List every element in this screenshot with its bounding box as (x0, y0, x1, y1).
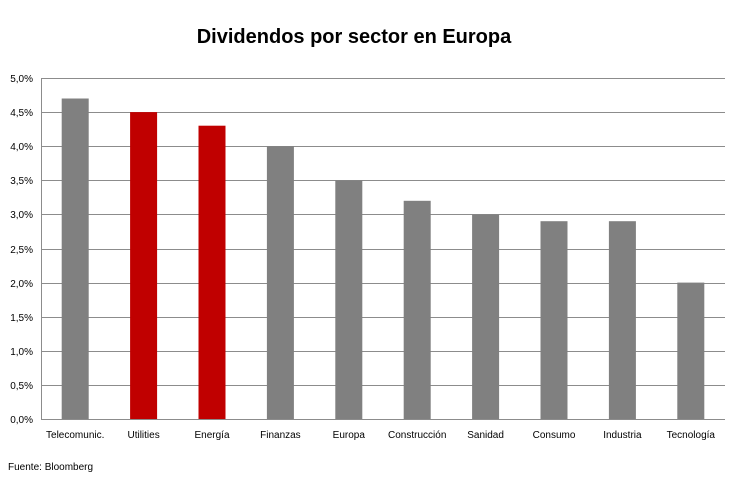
x-tick-label: Utilities (127, 430, 159, 441)
y-tick-label: 0,0% (10, 415, 33, 426)
x-tick-label: Sanidad (467, 430, 504, 441)
y-tick-label: 1,5% (10, 313, 33, 324)
bar (540, 221, 568, 419)
y-tick-label: 3,0% (10, 210, 33, 221)
chart-title: Dividendos por sector en Europa (196, 26, 512, 48)
y-tick-label: 1,0% (10, 347, 33, 358)
bar (472, 214, 500, 419)
bar (266, 146, 294, 419)
x-tick-label: Consumo (533, 430, 576, 441)
y-tick-label: 2,5% (10, 245, 33, 256)
bar (130, 112, 158, 419)
bar (335, 180, 363, 419)
y-tick-label: 4,0% (10, 142, 33, 153)
bar (677, 282, 705, 419)
bar (61, 98, 89, 419)
bars (61, 98, 705, 419)
x-tick-label: Tecnología (667, 430, 716, 441)
bar (608, 221, 636, 419)
bar (403, 200, 431, 419)
x-tick-label: Construcción (388, 430, 446, 441)
x-tick-label: Industria (603, 430, 642, 441)
x-axis-tick-labels: Telecomunic. Utilities Energía Finanzas Euro… (46, 430, 715, 441)
x-tick-label: Europa (333, 430, 366, 441)
y-tick-label: 0,5% (10, 381, 33, 392)
y-axis-tick-labels: 0,0% 0,5% 1,0% 1,5% 2,0% 2,5% 3,0% 3,5% 4,0% 4,5%… (10, 74, 33, 426)
y-tick-label: 3,5% (10, 176, 33, 187)
x-tick-label: Finanzas (260, 430, 301, 441)
x-tick-label: Energía (194, 430, 229, 441)
source-note: Fuente: Bloomberg (8, 462, 94, 473)
y-tick-label: 4,5% (10, 108, 33, 119)
y-tick-label: 5,0% (10, 74, 33, 85)
bar (198, 125, 226, 419)
y-tick-label: 2,0% (10, 279, 33, 290)
x-tick-label: Telecomunic. (46, 430, 104, 441)
